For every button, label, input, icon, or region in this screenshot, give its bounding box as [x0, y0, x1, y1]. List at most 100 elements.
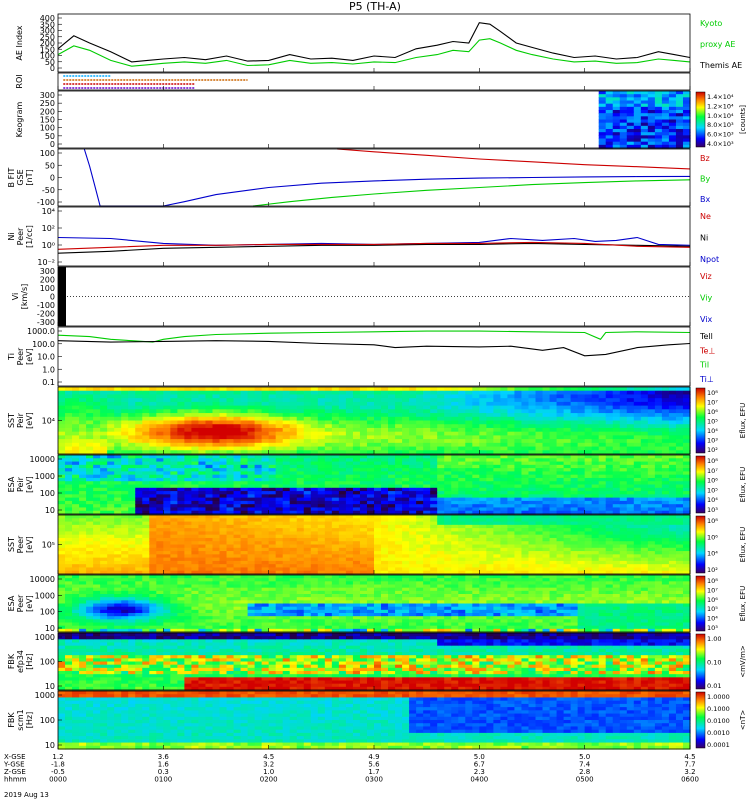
ylabel-vi: [km/s]: [20, 284, 29, 310]
legend-vi: Viz: [700, 272, 712, 281]
colorbar-esa_peir: [695, 455, 706, 514]
ylabel-roi: ROI: [15, 74, 24, 88]
footer-tick: -1.8: [51, 761, 65, 769]
colorbar-tick-esa_peir: 10³: [707, 506, 718, 514]
colorbar-tick-fbk_b: 0.0010: [707, 729, 730, 737]
footer-tick: 1.7: [368, 768, 379, 776]
legend-ni: Npot: [700, 255, 719, 264]
colorbar-tick-esa_peir: 10⁵: [707, 486, 718, 494]
ytick-fbk_b: 10: [45, 741, 55, 750]
footer-row-name: X-GSE: [4, 753, 26, 761]
ytick-ti: 10.0: [37, 353, 55, 362]
ylabel-sst_peer: Peer: [16, 535, 25, 553]
ytick-ae: 300: [40, 27, 55, 36]
legend-bfit: Bz: [700, 154, 710, 163]
ylabel-ti: Peer: [16, 347, 25, 365]
colorbar-tick-esa_peer: 10⁴: [707, 615, 718, 623]
colorbar-tick-esa_peir: 10⁶: [707, 477, 718, 485]
colorbar-tick-sst_peir: 10⁶: [707, 408, 718, 416]
series-bfit-by: [252, 179, 691, 207]
ylabel-esa_peer: [eV]: [25, 595, 34, 612]
colorbar-tick-keogram: 1.0×10⁴: [707, 112, 734, 120]
ylabel-keogram: Keogram: [15, 101, 24, 137]
colorbar-fbk_e: [695, 633, 706, 690]
legend-ti: Tell: [699, 332, 713, 341]
ytick-bfit: -50: [42, 186, 55, 195]
colorbar-tick-sst_peir: 10⁴: [707, 427, 718, 435]
ylabel-esa_peir: ESA: [7, 476, 16, 492]
footer-tick: 3.6: [158, 753, 170, 761]
ylabel-sst_peir: SST: [7, 413, 16, 428]
ytick-esa_peer: 10000: [30, 575, 55, 584]
legend-ti: Te⊥: [699, 346, 715, 355]
footer-tick: 3.2: [684, 768, 695, 776]
series-ni-npot: [57, 236, 691, 246]
ytick-vi: 0: [50, 293, 55, 302]
colorbar-esa_peer: [695, 575, 706, 632]
series-ti-til: [57, 330, 691, 343]
footer-tick: 1.0: [263, 768, 274, 776]
footer-tick: 1.6: [158, 761, 170, 769]
series-bfit-bz: [337, 148, 691, 170]
footer-tick: 5.0: [579, 753, 590, 761]
frame-keogram: [57, 90, 691, 149]
colorbar-tick-keogram: 6.0×10³: [707, 131, 734, 139]
footer-tick: -0.5: [51, 768, 65, 776]
spectrogram-esa_peer: [58, 575, 691, 633]
series-ni-ne: [57, 241, 691, 250]
footer-tick: 0600: [681, 776, 699, 784]
colorbar-tick-esa_peir: 10⁸: [707, 457, 718, 465]
ytick-ae: 200: [40, 39, 55, 48]
ytick-ni: 10²: [42, 224, 55, 233]
ylabel-vi: Vi: [11, 293, 20, 301]
ytick-fbk_b: 1000: [35, 691, 55, 700]
ytick-keogram: 100: [40, 124, 55, 133]
ytick-bfit: 100: [40, 149, 55, 158]
footer-tick: 0300: [365, 776, 383, 784]
colorbar-keogram: [695, 91, 706, 148]
ytick-esa_peir: 10: [45, 506, 55, 515]
ytick-vi: -300: [37, 318, 55, 327]
footer-tick: 3.2: [263, 761, 274, 769]
ytick-ae: 50: [45, 58, 55, 67]
ytick-ae: 150: [40, 45, 55, 54]
ylabel-ni: [1/cc]: [25, 225, 34, 248]
footer-row-name: Z-GSE: [4, 768, 26, 776]
ytick-esa_peer: 100: [40, 608, 55, 617]
colorbar-tick-sst_peer: 10⁴: [707, 550, 718, 558]
ytick-vi: 100: [40, 284, 55, 293]
panel-fbk_b: 1000 100 10 FBK scm1 [Hz] 1.0000 0.1000 0.0100 0.…: [7, 690, 747, 750]
ytick-ti: 0.1: [42, 378, 55, 387]
footer-tick: 0200: [260, 776, 278, 784]
ylabel-fbk_b: scm1: [16, 709, 25, 730]
colorbar-tick-sst_peer: 10²: [707, 566, 718, 574]
footer-row-name: Y-GSE: [3, 761, 25, 769]
ytick-esa_peir: 100: [40, 489, 55, 498]
colorbar-tick-esa_peir: 10⁴: [707, 496, 718, 504]
ytick-fbk_e: 1000: [35, 633, 55, 642]
colorbar-label-sst_peer: Eflux, EFU: [739, 527, 747, 562]
colorbar-tick-keogram: 8.0×10³: [707, 121, 734, 129]
ytick-keogram: 250: [40, 99, 55, 108]
footer-tick: 0500: [576, 776, 594, 784]
ylabel-fbk_e: [Hz]: [25, 653, 34, 669]
colorbar-tick-sst_peer: 10⁸: [707, 517, 718, 525]
series-ae-kyoto-proxy-ae: [57, 38, 691, 67]
footer-tick: 5.0: [474, 753, 485, 761]
ytick-bfit: 0: [50, 174, 55, 183]
ylabel-bfit: B FIT: [7, 167, 16, 187]
footer-tick: 6.7: [474, 761, 485, 769]
ylabel-sst_peir: Peir: [16, 412, 25, 428]
ylabel-ni: Peer: [16, 227, 25, 245]
frame-ti: [57, 326, 691, 387]
footer-tick: 0100: [154, 776, 172, 784]
ylabel-fbk_b: FBK: [7, 712, 16, 728]
colorbar-tick-sst_peer: 10⁶: [707, 533, 718, 541]
ytick-keogram: 200: [40, 107, 55, 116]
ytick-esa_peir: 10000: [30, 455, 55, 464]
frame-ae: [57, 13, 691, 73]
colorbar-tick-fbk_b: 1.0000: [707, 693, 730, 701]
ytick-keogram: 150: [40, 116, 55, 125]
